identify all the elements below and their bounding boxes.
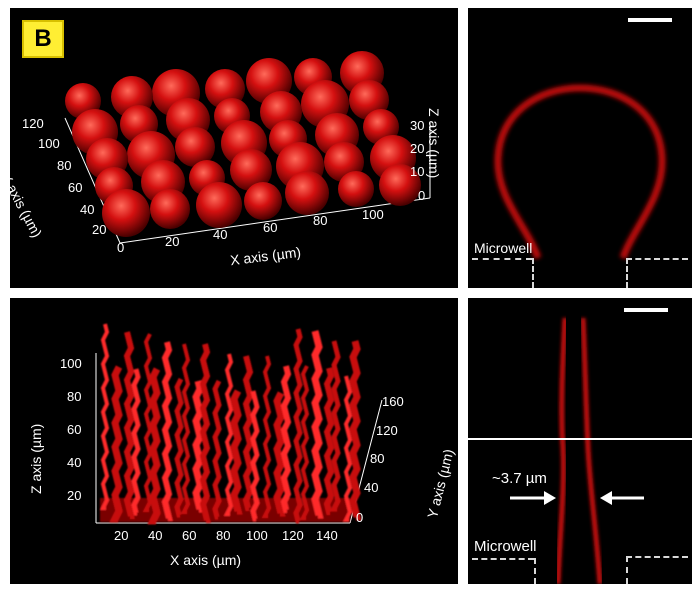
x-tick: 40	[148, 528, 163, 543]
spheroid	[244, 182, 282, 220]
well-edge-right	[626, 556, 688, 558]
fiber	[109, 365, 123, 523]
fiber	[273, 391, 286, 517]
z-tick: 100	[60, 356, 82, 371]
y-tick: 120	[22, 116, 44, 131]
x-tick: 40	[213, 227, 228, 242]
fiber	[242, 355, 254, 511]
panel-bottom-left-3d-fibers: 20 40 60 80 100 120 140 X axis (µm) 100 …	[10, 298, 458, 584]
x-tick: 80	[216, 528, 231, 543]
fiber	[250, 390, 260, 522]
x-tick: 100	[246, 528, 268, 543]
well-wall-right	[626, 258, 628, 288]
fiber	[349, 340, 362, 521]
fiber	[142, 333, 153, 512]
fiber	[99, 323, 110, 510]
x-tick: 140	[316, 528, 338, 543]
x-tick: 0	[117, 240, 125, 255]
fiber	[180, 343, 191, 514]
spheroid	[230, 149, 272, 191]
spheroid	[102, 189, 150, 237]
well-edge-left	[472, 558, 534, 560]
width-measurement-label: ~3.7 µm	[492, 470, 547, 487]
spheroid	[379, 164, 421, 206]
y-tick: 40	[364, 480, 379, 495]
z-tick: 0	[418, 188, 426, 203]
z-axis-title: Z axis (µm)	[426, 108, 442, 179]
scale-bar	[628, 18, 672, 22]
fiber	[293, 328, 303, 524]
x-tick: 100	[362, 207, 384, 222]
z-tick: 60	[67, 422, 82, 437]
panel-top-left-3d-spheroids: B 0 20 40 60 80 100 X axis (µm) 120 100 …	[10, 8, 458, 288]
z-tick: 80	[67, 389, 82, 404]
fiber	[212, 379, 222, 520]
x-axis-title: X axis (µm)	[170, 552, 242, 568]
fiber	[161, 341, 173, 521]
y-tick: 160	[382, 394, 404, 409]
y-tick: 0	[356, 510, 364, 525]
z-tick: 10	[410, 164, 425, 179]
well-wall-left	[532, 258, 534, 288]
fiber-cross-section	[510, 317, 644, 584]
y-tick: 80	[370, 451, 385, 466]
spheroid-cross-section	[468, 84, 692, 263]
x-tick: 20	[114, 528, 129, 543]
fiber	[131, 368, 141, 516]
y-tick: 40	[80, 202, 95, 217]
x-tick: 60	[263, 220, 278, 235]
well-wall-right	[626, 556, 628, 584]
fiber	[329, 340, 341, 512]
x-tick: 80	[313, 213, 328, 228]
x-tick: 20	[165, 234, 180, 249]
fiber	[311, 330, 324, 519]
spheroid	[338, 171, 374, 207]
fiber	[323, 367, 335, 515]
y-tick: 80	[57, 158, 72, 173]
fiber	[123, 331, 135, 519]
spheroid	[196, 182, 242, 228]
fiber	[342, 375, 353, 522]
y-tick: 100	[38, 136, 60, 151]
spheroid	[285, 171, 329, 215]
scale-bar	[624, 308, 668, 312]
x-tick: 120	[282, 528, 304, 543]
fiber	[261, 355, 272, 518]
fiber	[223, 353, 234, 516]
spheroid	[150, 189, 190, 229]
fiber	[174, 377, 184, 518]
panel-bottom-right-fiber-section: ~3.7 µm Microwell	[468, 298, 692, 584]
spheroid	[175, 127, 215, 167]
microwell-label: Microwell	[474, 538, 537, 555]
well-wall-left	[534, 558, 536, 584]
fiber	[147, 367, 161, 525]
z-tick: 20	[67, 488, 82, 503]
x-tick: 60	[182, 528, 197, 543]
fiber	[280, 365, 292, 513]
well-edge-left	[472, 258, 532, 260]
fiber	[192, 380, 205, 513]
fiber	[230, 389, 243, 515]
fiber	[199, 343, 211, 523]
panel-top-right-cross-section: Microwell	[468, 8, 692, 288]
z-axis-title: Z axis (µm)	[28, 423, 44, 494]
fiber	[299, 365, 310, 520]
microwell-label: Microwell	[474, 240, 533, 256]
y-tick: 120	[376, 423, 398, 438]
well-edge-right	[626, 258, 688, 260]
z-tick: 30	[410, 118, 425, 133]
z-tick: 40	[67, 455, 82, 470]
y-tick: 20	[92, 222, 107, 237]
z-tick: 20	[410, 141, 425, 156]
panel-label-badge: B	[22, 20, 64, 58]
y-tick: 60	[68, 180, 83, 195]
fiber-array-render	[95, 323, 383, 525]
sphere-array-render	[64, 51, 431, 244]
panel-divider	[468, 438, 692, 440]
